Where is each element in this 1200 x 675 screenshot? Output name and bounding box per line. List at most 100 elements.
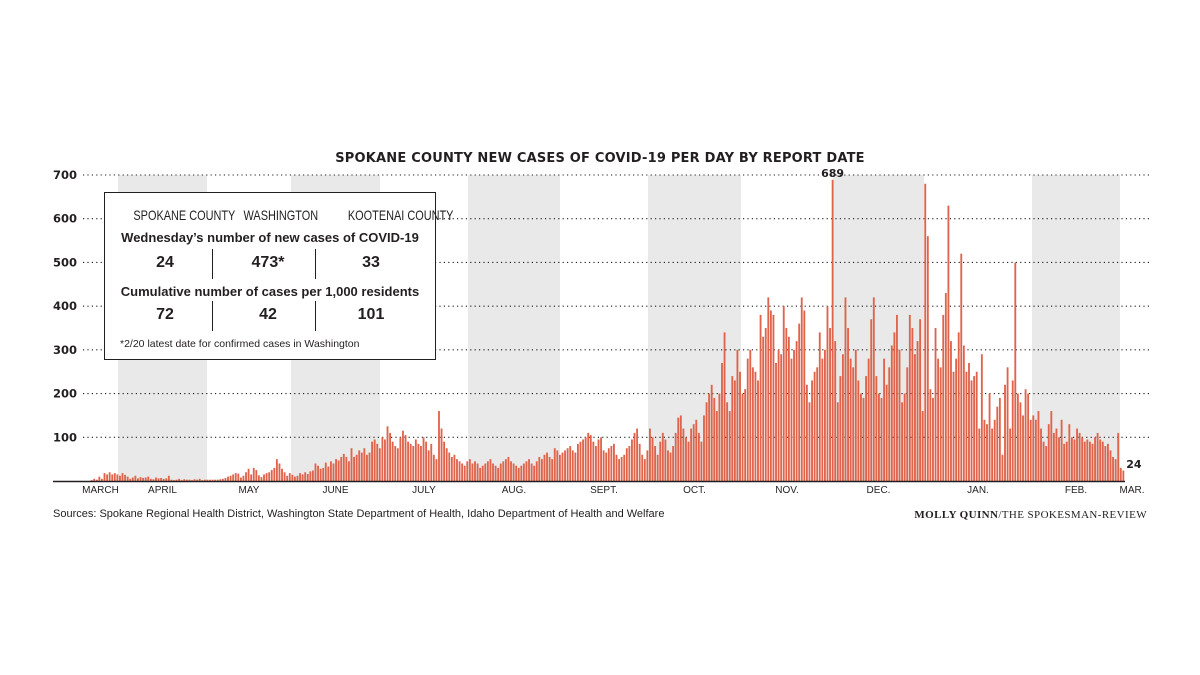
spokane-new-cases: 24 xyxy=(156,254,174,271)
bar xyxy=(1001,454,1004,481)
bar xyxy=(628,446,631,481)
bar xyxy=(517,467,520,481)
bar xyxy=(494,465,497,481)
bar xyxy=(489,459,492,481)
bar xyxy=(170,479,173,481)
bar xyxy=(1045,446,1048,481)
month-label: AUG. xyxy=(502,485,526,496)
bar xyxy=(1091,443,1094,481)
bar xyxy=(739,371,741,481)
bar xyxy=(309,471,312,481)
bar xyxy=(1060,419,1063,481)
bar xyxy=(939,367,942,481)
bar xyxy=(1078,432,1081,481)
bar xyxy=(101,478,103,481)
bar xyxy=(497,467,500,481)
bar xyxy=(859,393,862,481)
month-label: OCT. xyxy=(683,485,706,496)
month-label: APRIL xyxy=(148,485,177,496)
bar xyxy=(185,479,188,481)
bar xyxy=(867,358,870,481)
bar xyxy=(669,452,672,481)
bar xyxy=(209,479,211,481)
bar xyxy=(206,479,209,481)
bar xyxy=(787,336,790,481)
bar xyxy=(870,319,873,481)
bar xyxy=(908,314,911,481)
bar xyxy=(960,253,963,481)
month-label: DEC. xyxy=(867,485,891,496)
bar xyxy=(996,406,999,481)
bar xyxy=(342,453,345,481)
bar xyxy=(435,459,438,481)
bar xyxy=(283,472,286,481)
bar xyxy=(818,332,821,481)
bar xyxy=(407,441,410,481)
bar xyxy=(700,441,703,481)
bar xyxy=(566,448,569,481)
bar xyxy=(1106,443,1109,481)
bar xyxy=(800,297,803,481)
bar xyxy=(924,183,927,481)
separator xyxy=(315,301,316,331)
bar xyxy=(991,428,994,481)
bar xyxy=(203,479,206,481)
bar xyxy=(317,465,319,481)
bar xyxy=(546,452,548,481)
month-label: JUNE xyxy=(322,485,348,496)
bar xyxy=(754,371,757,481)
bar xyxy=(932,397,934,481)
bar xyxy=(633,432,636,481)
month-label: JULY xyxy=(412,485,436,496)
bar xyxy=(304,472,307,481)
bar xyxy=(268,472,271,481)
bar xyxy=(98,476,101,481)
bar xyxy=(466,461,469,481)
bar xyxy=(337,460,340,481)
bar xyxy=(854,349,857,481)
bar xyxy=(803,310,806,481)
bar xyxy=(916,341,919,481)
bar xyxy=(366,454,368,481)
bar xyxy=(674,432,677,481)
bar xyxy=(450,456,453,481)
bar xyxy=(162,478,165,481)
bar xyxy=(345,456,348,481)
bar xyxy=(638,443,641,481)
bar xyxy=(1086,439,1089,481)
bar xyxy=(348,461,350,481)
footnote: *2/20 latest date for confirmed cases in… xyxy=(120,338,360,350)
bar xyxy=(188,479,191,481)
bar xyxy=(327,466,330,481)
y-tick-label: 700 xyxy=(53,168,77,182)
bar xyxy=(901,402,904,481)
bar xyxy=(610,446,613,481)
bar xyxy=(386,426,389,481)
bar xyxy=(160,477,163,481)
bar xyxy=(890,345,893,481)
bar xyxy=(836,402,839,481)
bar xyxy=(443,441,446,481)
bar xyxy=(1109,450,1112,481)
bar xyxy=(396,448,399,481)
bar xyxy=(144,477,147,481)
bar xyxy=(780,354,783,481)
bar xyxy=(417,443,420,481)
bar xyxy=(389,432,392,481)
bar xyxy=(983,419,986,481)
bar xyxy=(741,393,744,481)
month-label: NOV. xyxy=(775,485,799,496)
bar xyxy=(245,472,247,481)
bar xyxy=(973,376,976,481)
bar xyxy=(293,476,296,481)
bar xyxy=(888,367,891,481)
bar xyxy=(438,411,440,481)
bar xyxy=(862,397,865,481)
bar xyxy=(715,411,718,481)
header-washington: WASHINGTON xyxy=(243,207,319,223)
bar xyxy=(618,459,621,481)
bar xyxy=(641,454,644,481)
bar xyxy=(556,450,559,481)
bar xyxy=(1055,428,1058,481)
bar xyxy=(782,306,785,481)
